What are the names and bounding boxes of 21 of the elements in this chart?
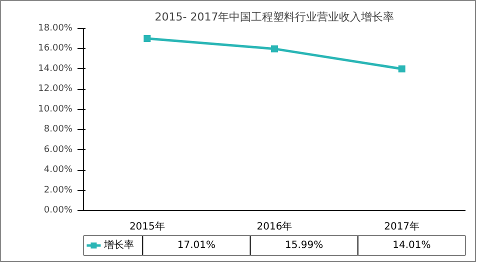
- point: [398, 65, 406, 72]
- y-tick-label: 6.00%: [44, 144, 73, 155]
- x-tick-label: 2017年: [384, 220, 420, 232]
- x-tick-label: 2016年: [256, 220, 292, 232]
- y-tick-label: 10.00%: [38, 104, 73, 114]
- y-tick-label: 12.00%: [38, 84, 73, 94]
- chart-title: 2015- 2017年中国工程塑料行业营业收入增长率: [154, 10, 394, 24]
- y-tick-label: 2.00%: [44, 185, 73, 196]
- y-tick-label: 18.00%: [38, 24, 73, 34]
- y-tick-label: 8.00%: [44, 124, 73, 135]
- y-tick-label: 14.00%: [38, 64, 73, 74]
- y-tick-label: 16.00%: [38, 44, 73, 54]
- point: [271, 45, 278, 52]
- point: [144, 35, 151, 42]
- data-label: 14.01%: [392, 240, 431, 251]
- data-label: 17.01%: [177, 240, 216, 251]
- y-tick-label: 4.00%: [44, 165, 73, 176]
- data-label: 15.99%: [285, 240, 324, 251]
- legend-label: 增长率: [102, 239, 134, 251]
- y-tick-label: 0.00%: [44, 206, 73, 216]
- x-tick-label: 2015年: [129, 220, 165, 232]
